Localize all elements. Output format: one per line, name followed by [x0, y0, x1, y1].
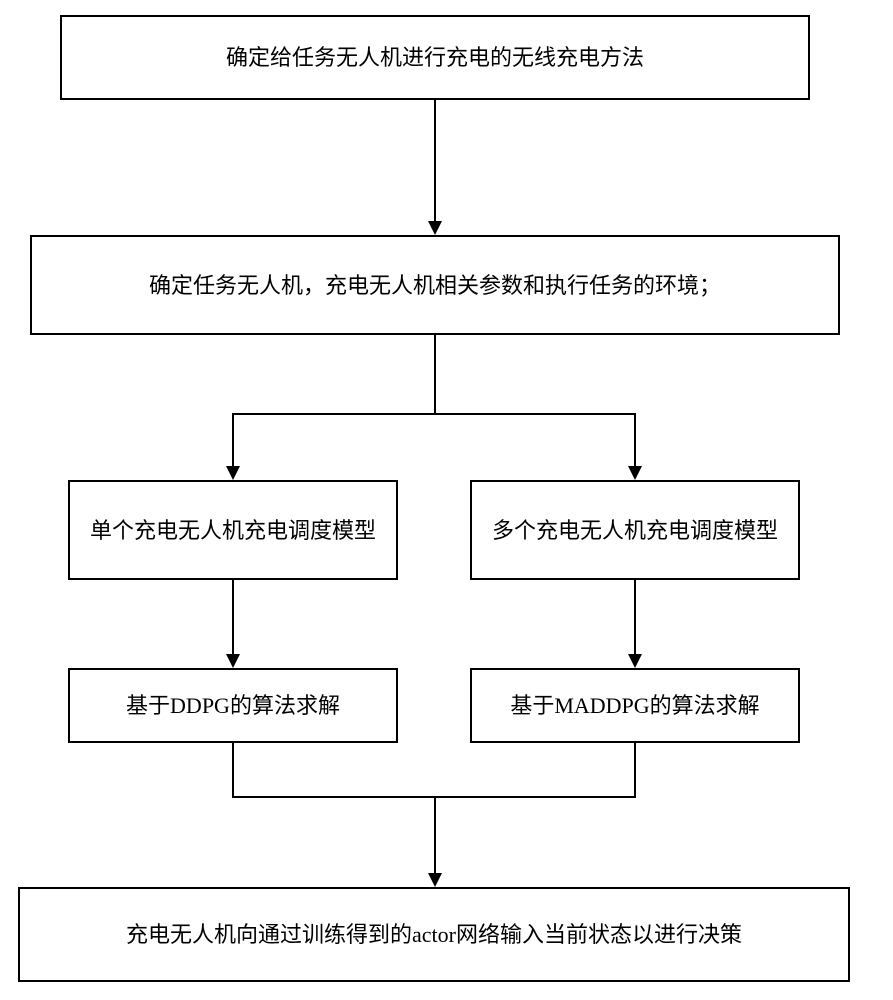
- edge-3-5: [232, 580, 234, 654]
- edge-merge-stem: [434, 796, 436, 873]
- edge-4-6-arrowhead: [628, 654, 642, 668]
- node-step4: 多个充电无人机充电调度模型: [470, 480, 800, 580]
- edge-merge-arrowhead: [428, 873, 442, 887]
- node-step4-label: 多个充电无人机充电调度模型: [492, 514, 778, 547]
- edge-4-6: [634, 580, 636, 654]
- node-step6: 基于MADDPG的算法求解: [470, 668, 800, 743]
- node-step7: 充电无人机向通过训练得到的actor网络输入当前状态以进行决策: [18, 887, 850, 982]
- node-step3-label: 单个充电无人机充电调度模型: [90, 514, 376, 547]
- edge-merge-left: [232, 743, 234, 798]
- edge-3-5-arrowhead: [226, 654, 240, 668]
- node-step2: 确定任务无人机，充电无人机相关参数和执行任务的环境；: [30, 235, 840, 335]
- edge-2-split-left: [232, 413, 234, 466]
- edge-2-split-right: [634, 413, 636, 466]
- edge-2-split-left-arrowhead: [226, 466, 240, 480]
- node-step2-label: 确定任务无人机，充电无人机相关参数和执行任务的环境；: [149, 269, 721, 302]
- node-step6-label: 基于MADDPG的算法求解: [510, 689, 759, 722]
- edge-1-2: [434, 100, 436, 221]
- node-step1-label: 确定给任务无人机进行充电的无线充电方法: [226, 41, 644, 74]
- node-step5: 基于DDPG的算法求解: [68, 668, 398, 743]
- edge-merge-right: [634, 743, 636, 798]
- edge-2-split-stem: [434, 335, 436, 415]
- node-step3: 单个充电无人机充电调度模型: [68, 480, 398, 580]
- edge-1-2-arrowhead: [428, 221, 442, 235]
- edge-2-split-right-arrowhead: [628, 466, 642, 480]
- edge-2-split-hbar: [232, 413, 636, 415]
- node-step1: 确定给任务无人机进行充电的无线充电方法: [60, 15, 810, 100]
- node-step5-label: 基于DDPG的算法求解: [126, 689, 340, 722]
- flowchart-container: 确定给任务无人机进行充电的无线充电方法 确定任务无人机，充电无人机相关参数和执行…: [0, 0, 893, 1000]
- node-step7-label: 充电无人机向通过训练得到的actor网络输入当前状态以进行决策: [126, 918, 742, 951]
